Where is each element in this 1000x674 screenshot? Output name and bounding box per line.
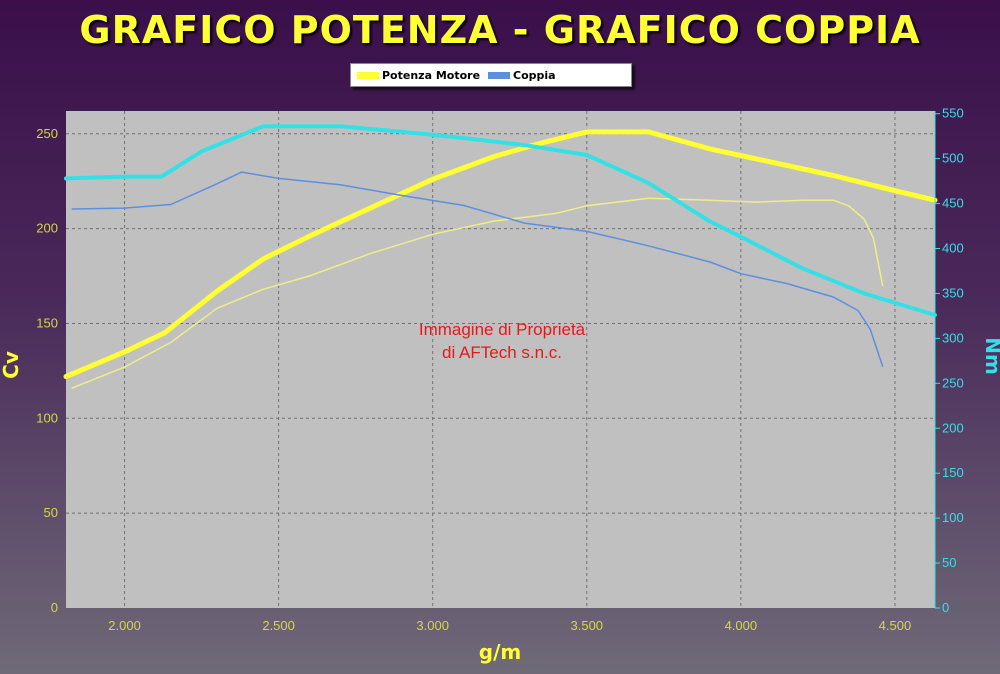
y-tick-right: 100 bbox=[942, 510, 964, 525]
left-axis-ticks: 0 50 100 150 200 250 bbox=[36, 126, 58, 615]
chart-title: GRAFICO POTENZA - GRAFICO COPPIA bbox=[79, 8, 921, 52]
legend: Potenza Motore Coppia bbox=[350, 63, 632, 87]
y-tick-right: 50 bbox=[942, 555, 956, 570]
legend-item-power: Potenza Motore bbox=[357, 69, 480, 82]
series-line-2 bbox=[71, 171, 884, 367]
plot-area bbox=[66, 111, 935, 608]
watermark-line-2: di AFTech s.n.c. bbox=[442, 343, 562, 362]
legend-swatch-power bbox=[357, 71, 379, 79]
x-tick: 4.500 bbox=[879, 618, 912, 633]
y-tick-right: 450 bbox=[942, 196, 964, 211]
x-tick: 3.500 bbox=[571, 618, 604, 633]
y-tick-left: 200 bbox=[36, 221, 58, 236]
legend-item-torque: Coppia bbox=[488, 69, 556, 82]
x-tick: 4.000 bbox=[725, 618, 758, 633]
y-tick-left: 0 bbox=[51, 600, 58, 615]
y-axis-title-left: Cv bbox=[0, 351, 23, 379]
y-tick-right: 200 bbox=[942, 420, 964, 435]
series-line-1 bbox=[71, 197, 884, 389]
y-tick-right: 250 bbox=[942, 375, 964, 390]
series-layer bbox=[63, 124, 938, 389]
x-tick: 2.500 bbox=[262, 618, 295, 633]
y-tick-left: 50 bbox=[44, 505, 58, 520]
y-tick-left: 250 bbox=[36, 126, 58, 141]
series-line-0 bbox=[63, 129, 938, 380]
y-tick-left: 100 bbox=[36, 410, 58, 425]
series-line-3 bbox=[64, 124, 937, 317]
legend-label-torque: Coppia bbox=[513, 68, 556, 82]
y-tick-right: 150 bbox=[942, 465, 964, 480]
x-tick: 3.000 bbox=[416, 618, 449, 633]
y-tick-right: 500 bbox=[942, 151, 964, 166]
y-tick-left: 150 bbox=[36, 315, 58, 330]
watermark-line-1: Immagine di Proprietà bbox=[419, 320, 586, 339]
y-axis-title-right: Nm bbox=[981, 337, 1000, 375]
x-axis-title: g/m bbox=[479, 640, 521, 664]
y-tick-right: 400 bbox=[942, 241, 964, 256]
legend-label-power: Potenza Motore bbox=[382, 68, 481, 82]
grid bbox=[66, 111, 935, 608]
y-tick-right: 350 bbox=[942, 285, 964, 300]
right-axis-ticks: 0 50 100 150 200 250 300 350 400 450 500 550 bbox=[935, 106, 964, 615]
y-tick-right: 300 bbox=[942, 330, 964, 345]
legend-swatch-torque bbox=[488, 71, 511, 79]
y-tick-right: 0 bbox=[942, 600, 949, 615]
x-tick: 2.000 bbox=[108, 618, 141, 633]
y-tick-right: 550 bbox=[942, 106, 964, 121]
x-axis-ticks: 2.000 2.500 3.000 3.500 4.000 4.500 bbox=[108, 618, 911, 633]
